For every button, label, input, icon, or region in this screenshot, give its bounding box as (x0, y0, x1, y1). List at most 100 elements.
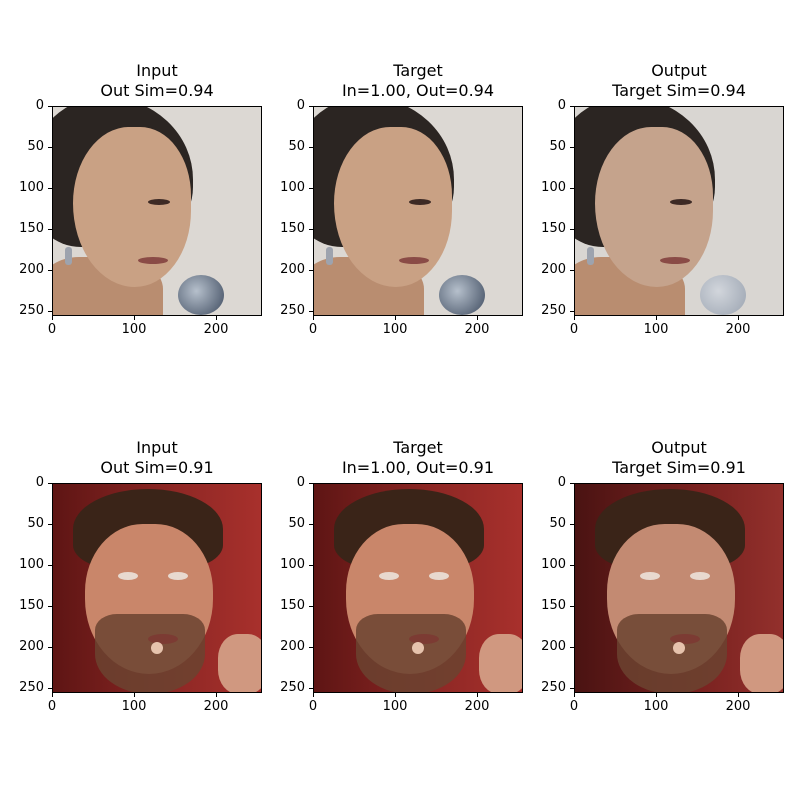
x-tick-label: 0 (308, 699, 318, 714)
y-tick-label: 0 (296, 475, 305, 490)
x-tick-mark (52, 693, 53, 697)
y-tick-label: 200 (541, 262, 566, 278)
y-tick-label: 200 (280, 262, 305, 278)
y-tick-label: 150 (19, 598, 44, 614)
y-tick-mark (309, 147, 313, 149)
y-tick-label: 100 (19, 180, 44, 196)
image-region-mouth (660, 257, 690, 264)
x-tick-mark (313, 316, 314, 320)
x-tick-mark (738, 316, 740, 320)
face-image (313, 106, 523, 316)
y-tick-mark (570, 188, 574, 190)
y-tick-label: 200 (19, 262, 44, 278)
y-tick-label: 100 (541, 180, 566, 196)
panel-title: Target (393, 61, 443, 80)
face-image (52, 483, 262, 693)
y-tick-mark (309, 311, 313, 313)
panel-title: Input (136, 438, 178, 457)
image-region-face (73, 127, 191, 287)
panel-title: Target (393, 438, 443, 457)
x-tick-label: 200 (725, 699, 751, 714)
image-region-mouth (148, 634, 178, 644)
image-region-beard (356, 614, 466, 692)
x-tick-mark (574, 316, 575, 320)
image-region-hand (740, 634, 783, 692)
y-tick-label: 50 (288, 516, 305, 532)
x-tick-label: 100 (121, 322, 147, 337)
image-region-hand (479, 634, 522, 692)
image-region-face (334, 127, 452, 287)
x-tick-label: 0 (47, 322, 57, 337)
y-tick-label: 100 (280, 180, 305, 196)
panel-subtitle: In=1.00, Out=0.94 (341, 81, 495, 100)
image-region-mic (439, 275, 485, 315)
x-tick-mark (395, 316, 397, 320)
y-tick-mark (309, 524, 313, 526)
y-tick-mark (309, 565, 313, 567)
image-region-mic (178, 275, 224, 315)
y-tick-mark (309, 188, 313, 190)
x-tick-mark (477, 693, 479, 697)
y-tick-label: 250 (19, 680, 44, 696)
panel-subtitle: Out Sim=0.91 (100, 458, 214, 477)
y-tick-label: 100 (280, 557, 305, 573)
y-tick-label: 0 (296, 98, 305, 113)
image-region-face (595, 127, 713, 287)
y-tick-label: 250 (280, 680, 305, 696)
y-tick-label: 100 (19, 557, 44, 573)
x-tick-label: 200 (464, 699, 490, 714)
image-region-mic (412, 642, 424, 654)
y-tick-label: 50 (549, 139, 566, 155)
y-tick-mark (309, 106, 313, 107)
y-tick-label: 200 (19, 639, 44, 655)
image-region-mic (151, 642, 163, 654)
panel-title: Input (136, 61, 178, 80)
x-tick-mark (477, 316, 479, 320)
x-tick-label: 0 (569, 699, 579, 714)
x-tick-mark (395, 693, 397, 697)
x-tick-label: 0 (47, 699, 57, 714)
image-region-mouth (670, 634, 700, 644)
y-tick-mark (570, 311, 574, 313)
image-region-mic (700, 275, 746, 315)
x-tick-mark (313, 693, 314, 697)
y-tick-mark (48, 647, 52, 649)
face-image (574, 483, 784, 693)
y-tick-mark (48, 188, 52, 190)
y-tick-label: 200 (280, 639, 305, 655)
y-tick-label: 0 (557, 475, 566, 490)
x-tick-mark (52, 316, 53, 320)
y-tick-mark (570, 688, 574, 690)
y-tick-mark (570, 565, 574, 567)
x-tick-mark (134, 316, 136, 320)
image-region-mouth (138, 257, 168, 264)
y-tick-label: 250 (541, 680, 566, 696)
y-tick-mark (309, 270, 313, 272)
y-tick-mark (570, 106, 574, 107)
image-region-eyeR (690, 572, 710, 580)
y-tick-mark (48, 483, 52, 484)
y-tick-label: 150 (541, 221, 566, 237)
y-tick-label: 50 (27, 516, 44, 532)
face-image (52, 106, 262, 316)
x-tick-mark (656, 316, 658, 320)
x-tick-mark (574, 693, 575, 697)
y-tick-mark (570, 606, 574, 608)
y-tick-label: 50 (288, 139, 305, 155)
panel-subtitle: Target Sim=0.91 (612, 458, 746, 477)
image-region-eyeL (379, 572, 399, 580)
x-tick-label: 200 (725, 322, 751, 337)
x-tick-label: 0 (569, 322, 579, 337)
panel-title: Output (651, 438, 707, 457)
image-region-eyeL (118, 572, 138, 580)
x-tick-mark (134, 693, 136, 697)
panel-subtitle: Target Sim=0.94 (612, 81, 746, 100)
x-tick-label: 100 (382, 322, 408, 337)
image-region-earring (587, 247, 594, 265)
y-tick-mark (570, 147, 574, 149)
y-tick-mark (48, 524, 52, 526)
face-image (313, 483, 523, 693)
panel-subtitle: Out Sim=0.94 (100, 81, 214, 100)
y-tick-label: 0 (557, 98, 566, 113)
y-tick-mark (48, 106, 52, 107)
